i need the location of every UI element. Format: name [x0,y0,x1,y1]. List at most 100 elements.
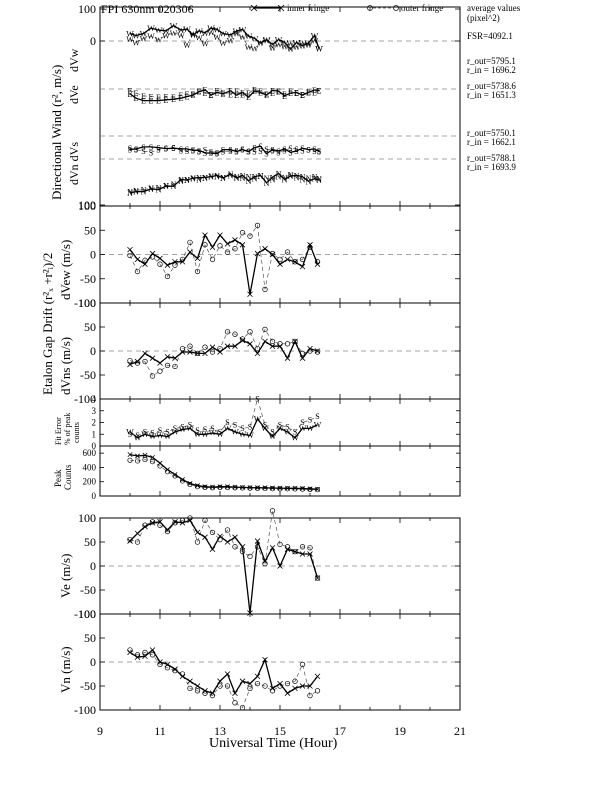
panel-1-dVn-outer-point-18: N [246,173,252,182]
panel-1-dVn-outer-point-29: N [312,173,318,182]
panel-7-outer-point-7 [179,671,186,677]
panel-4-ytick-3: 1 [92,429,97,439]
panel-1-dVn-outer-point-6: N [171,180,177,189]
p3-ylabel: dVns (m/s) [58,337,73,395]
panel-1-dVn-outer-point-5: N [163,182,169,191]
panel-1-dVw-outer-point-16: W [233,30,241,39]
panel-1-dVe-outer-point-28: E [306,88,311,97]
panel-1-dVs-outer-point-2: S [141,147,145,156]
panel-4-S-point-11: S [210,424,214,433]
panel-4-W-point-2: W [141,430,149,439]
panel-1-dVe-inner-point-8: E [185,92,190,101]
panel-1-dVs-inner-point-5: S [164,145,168,154]
panel-5-inner-point-18 [262,485,268,491]
panel-1-dVn-outer-point-24: N [282,173,288,182]
panel-3-ytick-2: 0 [90,344,96,358]
panel-1-dVs-inner-point-14: S [221,146,225,155]
panel-1-dVw-outer-point-7: W [177,31,185,40]
panel-6-outer-point-17 [254,544,261,550]
panel-4-S-point-22: S [293,427,297,436]
panel-1-dVn-inner-point-29: N [312,175,318,184]
panel-1-dVe-outer-point-14: E [221,88,226,97]
panel-6-inner-point-2 [142,523,148,530]
panel-1-ytick-2: 100 [78,198,96,212]
panel-4-S-point-5: S [165,427,169,436]
panel-7-outer-point-19 [269,688,276,694]
panel-3-outer-point-5 [164,362,171,369]
panel-6-outer-point-1 [134,539,141,545]
panel-7-inner-point-23 [299,683,306,689]
panel-1-dVe-outer-point-30: E [317,86,322,95]
panel-3-outer-point-13 [224,329,231,335]
panel-4-W-point-21: W [284,427,292,436]
panel-1-dVs-inner-point-21: S [264,150,268,159]
fsr-value: FSR=4092.1 [467,31,513,41]
panel-3-outer-point-8 [187,343,193,349]
panel-1-dVn-outer-point-10: N [196,175,202,184]
panel-7-inner-line [129,649,319,695]
panel-6-outer-point-21 [284,544,291,550]
panel-6-outer-point-9 [194,539,201,545]
panel-4-ytick-4: 0 [92,441,97,451]
panel-1-dVs-inner-point-3: S [149,143,153,152]
w-rin: r_in = 1696.2 [467,65,516,75]
panel-1-dVs-outer-point-25: S [288,144,292,153]
panel-5-outer-point-7 [179,478,186,484]
panel-1-dVs-outer-point-23: S [276,148,280,157]
panel-1-dVe-inner-point-14: E [221,90,226,99]
panel-1-dVe-inner-point-7: E [179,94,184,103]
panel-1-dVs-outer-point-28: S [306,146,310,155]
panel-1-dVw-outer-point-3: W [147,32,155,41]
panel-7-inner-point-6 [172,666,178,672]
panel-2-outer-point-15 [239,230,246,236]
panel-1-dVe-outer-point-20: E [258,87,263,96]
panel-6-inner-point-10 [202,534,208,540]
panel-3-outer-line [129,328,318,377]
panel-5-outer-point-22 [292,486,298,492]
panel-1-dVn-inner-point-19: N [252,173,258,182]
panel-1-dVw-inner-point-22: W [269,40,277,49]
panel-1-dVe-outer-point-6: E [171,93,176,102]
panel-5-outer-point-23 [299,486,306,492]
panel-1-dVw-outer-point-19: W [251,44,259,53]
panel-1-dVe-inner-point-1: E [134,94,139,103]
panel-2-outer-point-23 [299,256,306,263]
panel-1-dVn-inner-point-15: N [228,170,234,179]
panel-1-dVn-outer-point-2: N [141,186,147,195]
p5-ylabel-1: Peak [53,469,63,487]
p6-ylabel: Ve (m/s) [58,554,73,598]
panel-3-outer-point-16 [247,329,253,335]
panel-1-dVs-outer-point-24: S [282,146,286,155]
panel-6-inner-point-5 [164,527,171,533]
panel-5-ytick-0: 600 [83,448,97,458]
panel-3-outer-point-18 [262,326,268,333]
panel-1-dVe-inner-point-24: E [282,92,287,101]
panel-1-dVs-inner-point-27: S [300,144,304,153]
panel-6-outer-point-23 [299,544,306,550]
panel-1-dVw-inner-point-21: W [263,36,271,45]
panel-5-inner-point-19 [270,485,275,491]
panel-3-inner-point-23 [299,355,306,361]
x-tick-2: 13 [214,724,226,738]
panel-1-dVn-inner-point-3: N [148,185,154,194]
panel-1-dVe-outer-point-13: E [215,86,220,95]
panel-6-inner-point-3 [149,520,156,526]
panel-5-inner-point-3 [150,454,155,460]
panel-1-dVe-outer-point-18: E [246,89,251,98]
panel-7-inner-point-13 [224,671,231,677]
panel-1-dVe-outer-point-21: E [264,90,269,99]
panel-1-dVw-inner-point-1: W [132,32,140,41]
panel-1-dVe-outer-point-23: E [276,88,281,97]
panel-2-outer-point-21 [284,249,291,255]
panel-3-outer-point-21 [284,341,291,347]
panel-1-dVw-outer-point-17: W [239,33,247,42]
panel-6-outer-point-8 [187,515,193,521]
panel-1-dVw-inner-point-11: W [201,29,209,38]
panel-4-S-point-16: S [248,423,252,432]
panel-2-outer-point-17 [254,222,261,229]
panel-3-outer-point-23 [299,350,306,357]
panel-7-ytick-3: -50 [80,679,96,693]
legend-inner-label: inner fringe [287,3,329,13]
panel-7-outer-point-20 [277,683,283,689]
panel-5-inner-point-13 [225,484,230,490]
